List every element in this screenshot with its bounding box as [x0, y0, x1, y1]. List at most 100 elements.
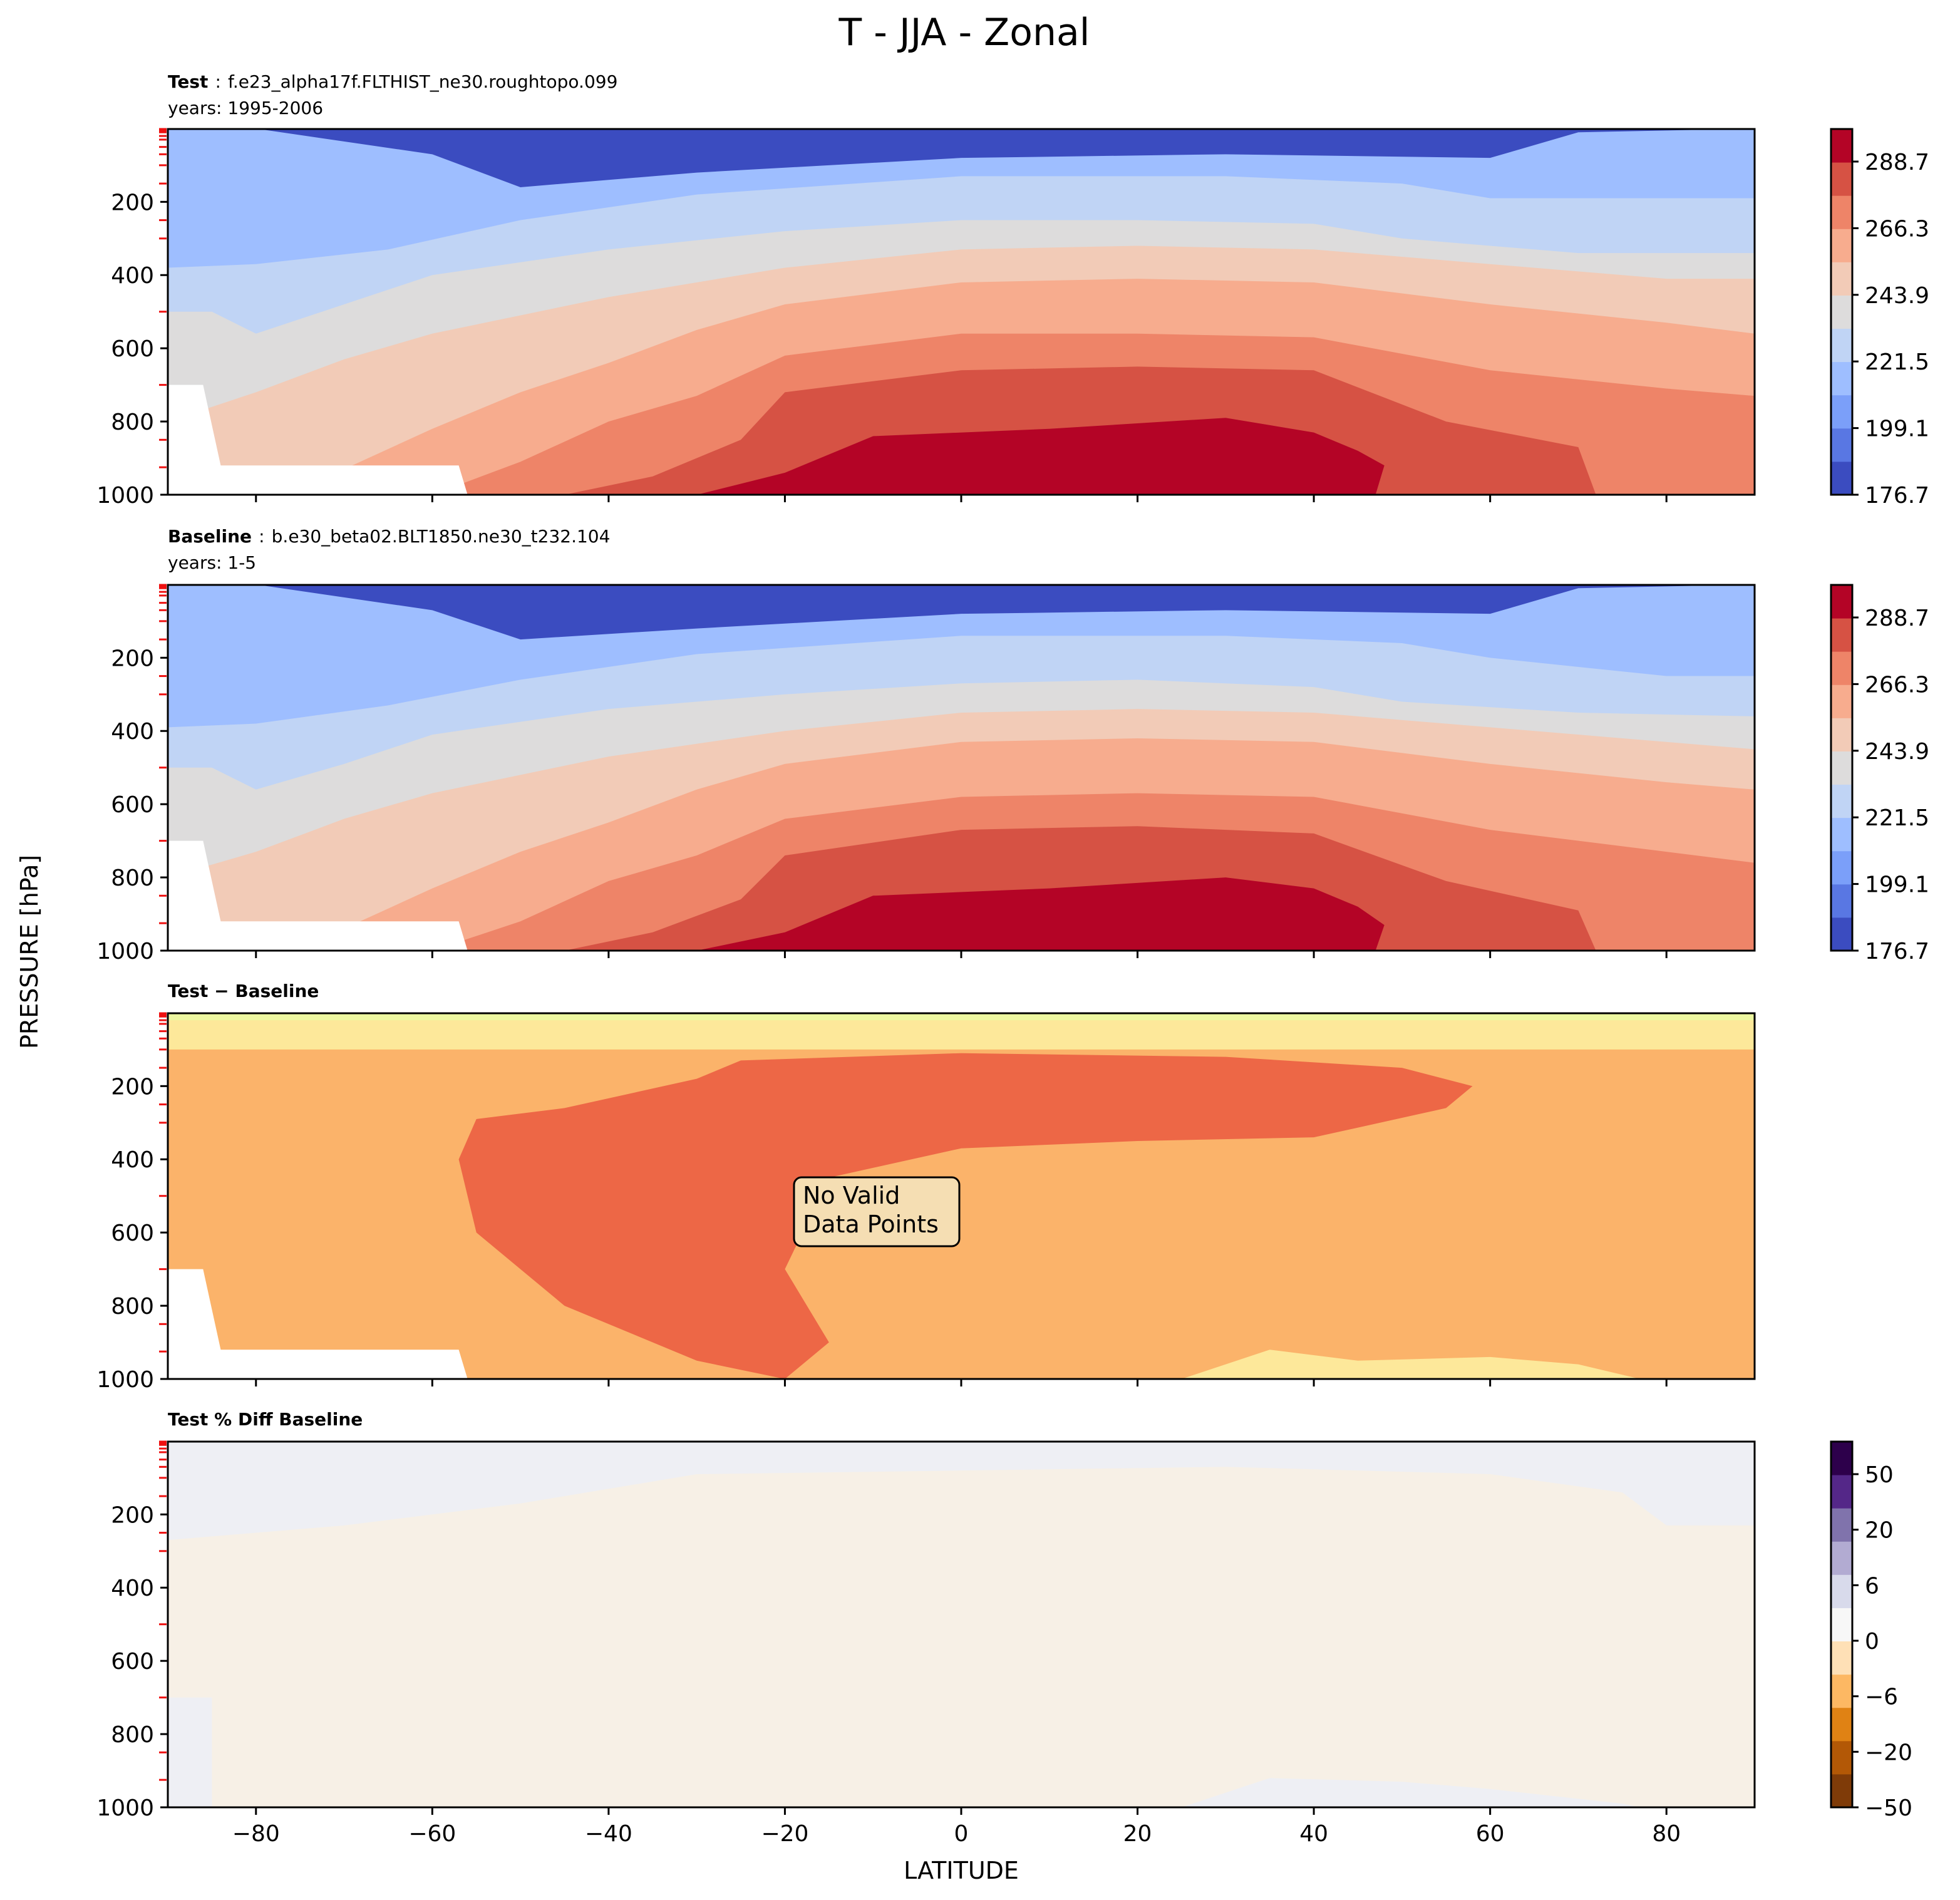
contour-level-288.7 [696, 877, 1755, 951]
colorbar-segment [1831, 195, 1852, 229]
figure-title: T - JJA - Zonal [838, 11, 1090, 54]
baseline-panel-header: Baseline : b.e30_beta02.BLT1850.ne30_t23… [168, 526, 610, 573]
note-line-1: No Valid [803, 1182, 900, 1209]
colorbar-label: 0 [1865, 1629, 1879, 1655]
note-line-2: Data Points [803, 1211, 939, 1238]
diff-panel-title: Test − Baseline [168, 981, 319, 1001]
colorbar-label: 243.9 [1865, 739, 1929, 765]
baseline-panel: 200 400 600 800 1000 [96, 584, 1756, 964]
baseline-panel-sep: : [259, 526, 264, 547]
colorbar-label: 221.5 [1865, 805, 1929, 831]
test-panel-name: Test [168, 71, 208, 92]
colorbar-label: 266.3 [1865, 672, 1929, 698]
colorbar-segment [1831, 917, 1852, 951]
y-tick-label: 600 [111, 1649, 154, 1675]
colorbar-segment [1831, 585, 1852, 619]
masked-region [168, 1269, 468, 1379]
no-valid-data-note: No Valid Data Points [793, 1176, 961, 1247]
y-tick-label: 400 [111, 1576, 154, 1601]
colorbar-segment [1831, 1574, 1852, 1608]
colorbar-label: −20 [1865, 1740, 1912, 1765]
y-tick-label: 600 [111, 336, 154, 362]
colorbar-segment [1831, 1442, 1852, 1475]
y-tick-label: 200 [111, 1502, 154, 1528]
colorbar-label: 20 [1865, 1518, 1894, 1544]
colorbar-label: 288.7 [1865, 606, 1929, 631]
colorbar-segment [1831, 784, 1852, 818]
test-panel-sep: : [215, 71, 221, 92]
x-tick-label: 0 [954, 1821, 969, 1847]
colorbar-segment [1831, 395, 1852, 429]
colorbar-segment [1831, 684, 1852, 718]
y-tick-label: 400 [111, 263, 154, 289]
region-slightly-negative [1181, 1778, 1640, 1807]
y-tick-label: 200 [111, 190, 154, 215]
contour-level-288.7 [696, 418, 1755, 495]
colorbar-segment [1831, 1475, 1852, 1509]
colorbar-segment [1831, 262, 1852, 296]
y-axis-label: PRESSURE [hPa] [16, 855, 43, 1049]
colorbar-label: 266.3 [1865, 216, 1929, 242]
colorbar-frame [1830, 1440, 1854, 1809]
x-tick-label: 40 [1299, 1821, 1328, 1847]
colorbar-label: 288.7 [1865, 150, 1929, 175]
masked-region [168, 385, 468, 495]
test-panel-header: Test : f.e23_alpha17f.FLTHIST_ne30.rough… [168, 71, 617, 118]
colorbar-segment [1831, 884, 1852, 918]
baseline-colorbar: 288.7 266.3 243.9 221.5 199.1 176.7 [1830, 584, 1929, 964]
colorbar-segment [1831, 162, 1852, 196]
baseline-panel-title-line: Baseline : b.e30_beta02.BLT1850.ne30_t23… [168, 526, 610, 547]
colorbar-segment [1831, 1608, 1852, 1642]
region-slightly-positive [168, 1467, 1755, 1807]
colorbar-label: 243.9 [1865, 283, 1929, 309]
y-tick-label: 1000 [96, 939, 154, 964]
pctdiff-colorbar: 50 20 6 0 −6 −20 −50 [1830, 1440, 1912, 1821]
y-tick-label: 800 [111, 1294, 154, 1319]
colorbar-frame [1830, 128, 1854, 496]
colorbar-segment [1831, 361, 1852, 396]
y-tick-label: 200 [111, 1074, 154, 1100]
test-colorbar: 288.7 266.3 243.9 221.5 199.1 176.7 [1830, 128, 1929, 509]
test-panel-years: years: 1995-2006 [168, 98, 323, 118]
colorbar-segment [1831, 850, 1852, 885]
pctdiff-panel-title: Test % Diff Baseline [168, 1409, 363, 1430]
x-axis-label: LATITUDE [904, 1857, 1019, 1884]
colorbar-segment [1831, 129, 1852, 163]
colorbar-segment [1831, 1541, 1852, 1575]
colorbar-label: 199.1 [1865, 416, 1929, 442]
colorbar-label: 176.7 [1865, 483, 1929, 509]
colorbar-label: 199.1 [1865, 872, 1929, 898]
region-near-zero-near-surface [1181, 1350, 1640, 1379]
y-tick-label: 600 [111, 792, 154, 818]
colorbar-segment [1831, 1740, 1852, 1775]
baseline-panel-years: years: 1-5 [168, 552, 256, 573]
baseline-panel-case: b.e30_beta02.BLT1850.ne30_t232.104 [272, 526, 611, 547]
colorbar-segment [1831, 618, 1852, 652]
y-tick-label: 1000 [96, 483, 154, 509]
colorbar-label: 176.7 [1865, 939, 1929, 964]
y-tick-label: 1000 [96, 1795, 154, 1821]
colorbar-segment [1831, 651, 1852, 685]
colorbar-segment [1831, 1774, 1852, 1808]
colorbar-segment [1831, 295, 1852, 329]
colorbar-segment [1831, 428, 1852, 462]
colorbar-segment [1831, 1674, 1852, 1708]
baseline-panel-name: Baseline [168, 526, 252, 547]
y-tick-label: 800 [111, 1722, 154, 1748]
colorbar-label: 6 [1865, 1573, 1879, 1599]
region-strong-positive [458, 1053, 1473, 1379]
note-box [793, 1176, 961, 1247]
y-tick-label: 1000 [96, 1367, 154, 1393]
y-tick-label: 800 [111, 865, 154, 891]
test-panel: 200 400 600 800 1000 [96, 128, 1756, 509]
colorbar-frame [1830, 584, 1854, 952]
colorbar-segment [1831, 1508, 1852, 1542]
x-tick-label: 80 [1652, 1821, 1681, 1847]
pctdiff-panel: −80 −60 −40 −20 0 20 40 60 80 200 400 600 800 1000 [96, 1440, 1756, 1847]
colorbar-label: −50 [1865, 1795, 1912, 1821]
x-tick-label: −60 [408, 1821, 456, 1847]
colorbar-label: 221.5 [1865, 349, 1929, 375]
colorbar-segment [1831, 1707, 1852, 1742]
colorbar-segment [1831, 718, 1852, 751]
